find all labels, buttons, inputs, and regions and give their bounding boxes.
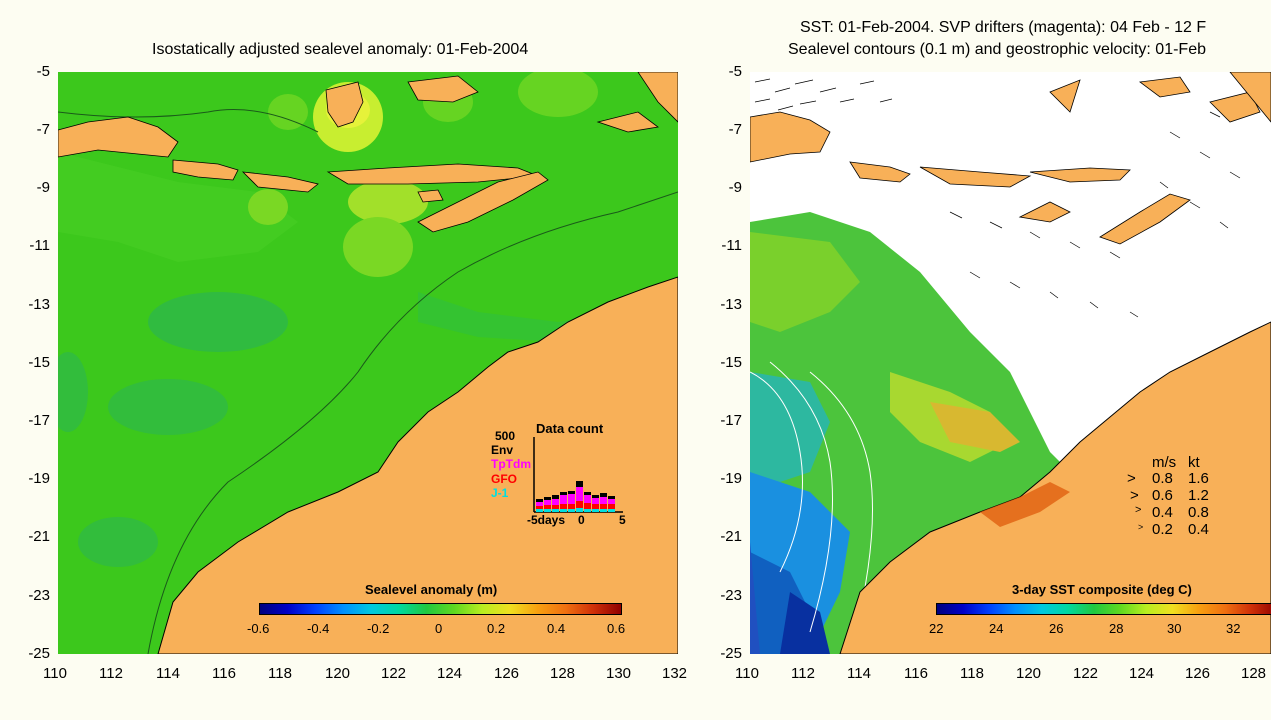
left-colorbar <box>259 603 622 615</box>
sst-map <box>750 72 1271 654</box>
y-tick: -17 <box>720 412 742 429</box>
x-tick: 120 <box>1016 665 1042 682</box>
y-tick: -15 <box>720 354 742 371</box>
speed-legend-header-kt: kt <box>1188 454 1200 471</box>
y-tick: -15 <box>28 354 50 371</box>
colorbar-tick: 0.2 <box>487 621 506 636</box>
left-map-area <box>58 72 678 654</box>
x-tick: 132 <box>662 665 688 682</box>
colorbar-tick: 24 <box>989 621 1004 636</box>
y-tick: -13 <box>28 296 50 313</box>
sealevel-anomaly-map <box>58 72 678 654</box>
y-tick: -21 <box>720 528 742 545</box>
right-colorbar <box>936 603 1271 615</box>
y-tick: -23 <box>720 587 742 604</box>
speed-legend-kt: 1.6 <box>1188 470 1209 487</box>
data-count-xlabel-zero: 0 <box>578 513 585 527</box>
speed-legend-ms: 0.2 <box>1152 521 1173 538</box>
x-tick: 118 <box>960 665 984 682</box>
y-tick: -5 <box>728 63 742 80</box>
right-colorbar-label: 3-day SST composite (deg C) <box>1012 582 1192 597</box>
left-map-title: Isostatically adjusted sealevel anomaly:… <box>152 41 529 58</box>
y-tick: -7 <box>728 121 742 138</box>
speed-legend-kt: 0.4 <box>1188 521 1209 538</box>
speed-arrow-icon: > <box>1138 522 1144 532</box>
speed-legend-ms: 0.8 <box>1152 470 1173 487</box>
colorbar-tick: -0.6 <box>247 621 270 636</box>
speed-arrow-icon: > <box>1127 470 1136 487</box>
x-tick: 122 <box>381 665 407 682</box>
data-count-title: Data count <box>536 421 604 436</box>
speed-legend-kt: 1.2 <box>1188 487 1209 504</box>
right-map-title-line1: SST: 01-Feb-2004. SVP drifters (magenta)… <box>800 19 1207 36</box>
x-tick: 114 <box>156 665 180 682</box>
colorbar-tick: 32 <box>1226 621 1241 636</box>
y-tick: -19 <box>720 470 742 487</box>
colorbar-tick: 0.6 <box>607 621 626 636</box>
y-tick: -9 <box>728 179 742 196</box>
legend-gfo: GFO <box>491 472 517 486</box>
y-tick: -21 <box>28 528 50 545</box>
x-tick: 126 <box>1185 665 1211 682</box>
x-tick: 114 <box>847 665 871 682</box>
legend-tptdm: TpTdm <box>491 457 531 471</box>
x-tick: 124 <box>437 665 463 682</box>
colorbar-tick: 0 <box>435 621 443 636</box>
y-tick: -25 <box>720 645 742 662</box>
colorbar-tick: -0.2 <box>367 621 390 636</box>
legend-j1: J-1 <box>491 486 509 500</box>
x-tick: 116 <box>904 665 928 682</box>
data-count-bars <box>533 437 623 513</box>
x-tick: 128 <box>1241 665 1267 682</box>
y-tick: -7 <box>36 121 50 138</box>
colorbar-tick: 28 <box>1109 621 1124 636</box>
legend-env: Env <box>491 443 514 457</box>
speed-arrow-icon: > <box>1135 504 1142 516</box>
speed-legend-ms: 0.6 <box>1152 487 1173 504</box>
y-tick: -11 <box>721 237 742 254</box>
x-tick: 130 <box>606 665 632 682</box>
right-map-area <box>750 72 1271 654</box>
x-tick: 120 <box>325 665 351 682</box>
y-tick: -11 <box>29 237 50 254</box>
x-tick: 118 <box>268 665 292 682</box>
data-count-max: 500 <box>495 429 516 443</box>
x-tick: 116 <box>212 665 236 682</box>
left-colorbar-label: Sealevel anomaly (m) <box>365 582 498 597</box>
x-tick: 122 <box>1073 665 1099 682</box>
x-tick: 112 <box>791 665 815 682</box>
y-tick: -5 <box>36 63 50 80</box>
x-tick: 110 <box>735 665 759 682</box>
colorbar-tick: 22 <box>929 621 944 636</box>
y-tick: -13 <box>720 296 742 313</box>
colorbar-tick: -0.4 <box>307 621 330 636</box>
y-tick: -9 <box>36 179 50 196</box>
speed-legend-header-ms: m/s <box>1152 454 1177 471</box>
x-tick: 112 <box>99 665 123 682</box>
y-tick: -19 <box>28 470 50 487</box>
data-count-xlabel-start: -5days <box>527 513 566 527</box>
x-tick: 126 <box>494 665 520 682</box>
y-tick: -23 <box>28 587 50 604</box>
right-map-title-line2: Sealevel contours (0.1 m) and geostrophi… <box>788 41 1206 58</box>
colorbar-tick: 0.4 <box>547 621 566 636</box>
y-tick: -25 <box>28 645 50 662</box>
x-tick: 110 <box>43 665 67 682</box>
speed-arrow-icon: > <box>1130 487 1139 504</box>
colorbar-tick: 26 <box>1049 621 1064 636</box>
y-tick: -17 <box>28 412 50 429</box>
data-count-xlabel-end: 5 <box>619 513 626 527</box>
x-tick: 128 <box>550 665 576 682</box>
speed-legend-ms: 0.4 <box>1152 504 1173 521</box>
colorbar-tick: 30 <box>1167 621 1182 636</box>
x-tick: 124 <box>1129 665 1155 682</box>
speed-legend-kt: 0.8 <box>1188 504 1209 521</box>
